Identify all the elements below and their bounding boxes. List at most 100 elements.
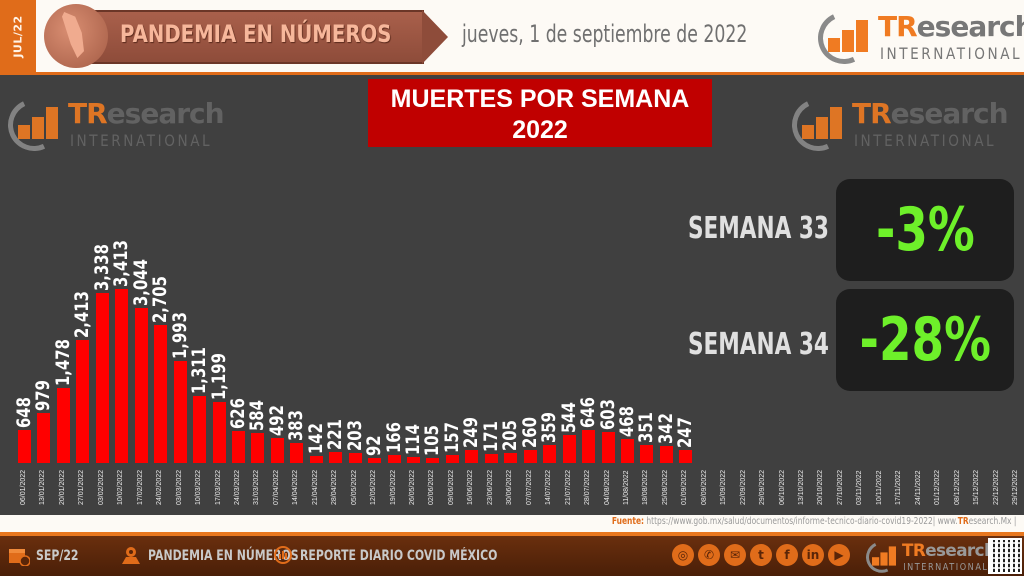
x-axis-tick-label: 06/10/2022	[778, 469, 786, 505]
month-tab-label: JUL/22	[11, 14, 25, 58]
x-axis-tick-label: 14/07/2022	[545, 469, 553, 505]
x-axis-tick-label: 07/04/2022	[272, 469, 280, 505]
bar-value-label: 105	[421, 424, 444, 456]
chart-bar	[659, 445, 673, 463]
twitter-icon[interactable]: t	[750, 544, 772, 566]
chart-bar	[640, 445, 654, 463]
youtube-icon[interactable]: ▶	[828, 544, 850, 566]
header: JUL/22 PANDEMIA EN NÚMEROS jueves, 1 de …	[0, 0, 1024, 72]
chart-bar	[445, 454, 459, 463]
x-axis-tick-label: 08/09/2022	[700, 469, 708, 505]
stat-value-week-34: -28%	[836, 289, 1014, 391]
chart-bar	[368, 458, 382, 463]
chart-bar	[231, 431, 245, 463]
bar-value-label: 979	[32, 380, 55, 412]
chart-panel: TResearch INTERNATIONAL TResearch INTERN…	[0, 75, 1024, 515]
bar-value-label: 492	[265, 404, 288, 436]
chart-bar	[134, 307, 148, 463]
facebook-icon[interactable]: f	[776, 544, 798, 566]
x-axis-tick-label: 10/02/2022	[117, 469, 125, 505]
bar-value-label: 3,044	[129, 258, 152, 306]
x-axis-tick-label: 24/03/2022	[233, 469, 241, 505]
bar-value-label: 584	[246, 400, 269, 432]
chart-bar	[620, 439, 634, 463]
x-axis-tick-label: 11/08/2022	[622, 470, 630, 505]
chart-bar	[95, 292, 109, 463]
x-axis-tick-label: 03/11/2022	[856, 470, 864, 505]
bar-value-label: 1,478	[51, 338, 74, 386]
mexico-map-icon	[44, 4, 108, 68]
header-divider	[0, 72, 1024, 75]
qr-code[interactable]	[988, 538, 1022, 574]
watermark-logo-right: TResearch INTERNATIONAL	[784, 91, 1009, 159]
chart-bar	[562, 435, 576, 463]
footer-item-month: SEP/22	[8, 546, 91, 566]
mail-icon[interactable]: ✉	[724, 544, 746, 566]
chart-bar	[290, 443, 304, 463]
x-axis-tick-label: 09/06/2022	[447, 469, 455, 505]
bar-value-label: 203	[343, 419, 366, 451]
bar-value-label: 221	[324, 418, 347, 450]
chart-bar	[37, 413, 51, 463]
x-axis-tick-label: 27/01/2022	[78, 469, 86, 505]
chart-bar	[18, 429, 31, 463]
x-axis-tick-label: 28/07/2022	[584, 469, 592, 505]
x-axis-tick-label: 13/01/2022	[39, 469, 47, 505]
chart-bar	[601, 432, 615, 463]
chart-bar	[309, 455, 323, 463]
x-axis-tick-label: 03/02/2022	[97, 469, 105, 505]
bar-value-label: 351	[635, 412, 658, 444]
x-axis-tick-label: 29/12/2022	[1011, 469, 1019, 505]
footer-item-pandemia: PANDEMIA EN NÚMEROS	[120, 546, 341, 566]
bar-value-label: 646	[577, 397, 600, 429]
chart-bar	[543, 444, 557, 463]
x-axis-tick-label: 13/10/2022	[798, 469, 805, 505]
x-axis-tick-label: 23/06/2022	[486, 469, 494, 505]
x-axis-tick-label: 03/03/2022	[175, 469, 183, 505]
x-axis-tick-label: 06/01/2022	[20, 469, 27, 505]
x-axis-tick-label: 31/03/2022	[253, 469, 261, 505]
x-axis-tick-label: 12/05/2022	[370, 469, 378, 505]
linkedin-icon[interactable]: in	[802, 544, 824, 566]
x-axis-tick-label: 21/07/2022	[564, 469, 572, 505]
bar-value-label: 544	[557, 402, 580, 434]
x-axis-tick-label: 27/10/2022	[836, 469, 844, 505]
bar-value-label: 92	[363, 435, 386, 457]
x-axis-tick-label: 29/09/2022	[759, 469, 767, 505]
bar-value-label: 383	[285, 410, 308, 442]
globe-icon[interactable]: ◎	[672, 544, 694, 566]
chart-bar	[387, 454, 401, 463]
section-banner: PANDEMIA EN NÚMEROS	[44, 4, 448, 68]
x-axis-tick-label: 01/09/2022	[681, 469, 689, 505]
bar-value-label: 142	[304, 422, 327, 454]
chart-bar	[582, 430, 596, 463]
phone-icon[interactable]: ✆	[698, 544, 720, 566]
source-note: Fuente: https://www.gob.mx/salud/documen…	[611, 516, 1016, 527]
chart-bar	[407, 457, 420, 463]
bar-value-label: 3,413	[110, 240, 133, 287]
x-axis-tick-label: 17/03/2022	[214, 469, 222, 505]
x-axis-tick-label: 20/10/2022	[817, 469, 825, 505]
x-axis-tick-label: 22/12/2022	[992, 469, 1000, 505]
footer-item-reporte: REPORTE DIARIO COVID MÉXICO	[272, 546, 553, 566]
chart-bar	[426, 457, 440, 463]
bar-value-label: 166	[382, 421, 405, 453]
x-axis-tick-label: 15/09/2022	[720, 469, 728, 505]
bar-value-label: 249	[460, 417, 483, 449]
x-axis-tick-label: 25/08/2022	[661, 469, 669, 505]
chart-bar	[484, 454, 498, 463]
footer: SEP/22 PANDEMIA EN NÚMEROS REPORTE DIARI…	[0, 536, 1024, 576]
x-axis-tick-label: 07/07/2022	[525, 469, 533, 505]
chart-bubble-icon	[274, 546, 292, 564]
chart-bar	[212, 401, 226, 463]
bar-value-label: 260	[518, 416, 541, 448]
x-axis-tick-label: 02/06/2022	[428, 469, 436, 505]
x-axis-tick-label: 22/09/2022	[739, 469, 747, 505]
x-axis-tick-label: 10/03/2022	[195, 469, 203, 505]
chart-bar	[173, 361, 187, 463]
x-axis-tick-label: 24/02/2022	[156, 469, 164, 505]
x-axis-tick-label: 05/05/2022	[350, 469, 358, 505]
x-axis-tick-label: 17/02/2022	[136, 469, 144, 505]
bar-value-label: 2,705	[149, 276, 172, 324]
bar-value-label: 2,413	[71, 291, 94, 338]
